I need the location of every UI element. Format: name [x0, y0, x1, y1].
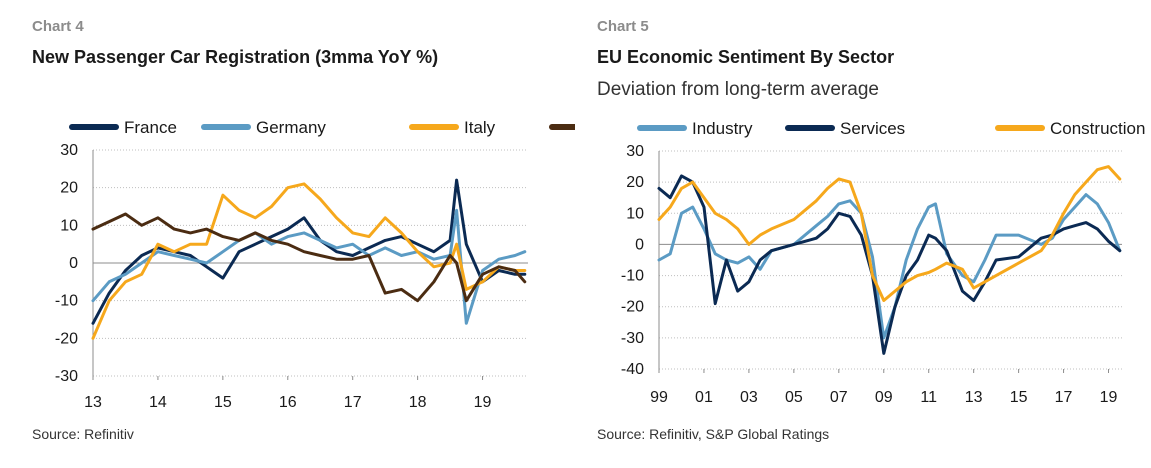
- chart4-title: New Passenger Car Registration (3mma YoY…: [32, 47, 439, 67]
- chart5-panel: Chart 5 EU Economic Sentiment By Sector …: [575, 0, 1151, 468]
- legend-label-construction: Construction: [1050, 119, 1145, 138]
- y-tick-label: -30: [55, 368, 78, 385]
- y-tick-label: -30: [621, 330, 644, 347]
- legend-label-france: France: [124, 118, 177, 137]
- y-tick-label: -20: [55, 330, 78, 347]
- chart5-label: Chart 5: [597, 18, 649, 35]
- y-tick-label: 20: [60, 180, 78, 197]
- y-tick-label: 0: [69, 255, 78, 272]
- x-tick-label: 99: [650, 389, 668, 406]
- chart4-source: Source: Refinitiv: [32, 426, 134, 442]
- chart4-plot: 30 20 10 0 -10 -20 -30 13 14 15 16 17 18 19 France Germ…: [55, 118, 575, 411]
- x-tick-label: 13: [84, 394, 102, 411]
- legend-label-services: Services: [840, 119, 905, 138]
- chart5-title: EU Economic Sentiment By Sector: [597, 47, 895, 67]
- series-line-uk: [91, 212, 527, 303]
- x-tick-label: 15: [1010, 389, 1028, 406]
- y-tick-label: 10: [626, 205, 644, 222]
- legend-label-germany: Germany: [256, 118, 326, 137]
- x-tick-label: 13: [965, 389, 983, 406]
- y-tick-label: -20: [621, 299, 644, 316]
- legend-label-italy: Italy: [464, 118, 496, 137]
- x-tick-label: 18: [409, 394, 427, 411]
- x-tick-label: 03: [740, 389, 758, 406]
- y-tick-label: -10: [621, 268, 644, 285]
- x-tick-label: 09: [875, 389, 893, 406]
- x-tick-label: 17: [1055, 389, 1073, 406]
- series-line-germany: [91, 208, 527, 325]
- x-tick-label: 07: [830, 389, 848, 406]
- x-tick-label: 19: [474, 394, 492, 411]
- y-tick-label: 30: [626, 143, 644, 160]
- x-tick-label: 05: [785, 389, 803, 406]
- y-tick-label: 0: [635, 236, 644, 253]
- y-tick-label: 30: [60, 142, 78, 159]
- legend-label-industry: Industry: [692, 119, 753, 138]
- y-tick-label: 20: [626, 174, 644, 191]
- chart4-label: Chart 4: [32, 18, 84, 35]
- chart5-subtitle: Deviation from long-term average: [597, 79, 879, 100]
- y-tick-label: -40: [621, 361, 644, 378]
- chart4-panel: Chart 4 New Passenger Car Registration (…: [0, 0, 575, 468]
- x-tick-label: 16: [279, 394, 297, 411]
- chart5-source: Source: Refinitiv, S&P Global Ratings: [597, 426, 830, 442]
- x-tick-label: 14: [149, 394, 167, 411]
- y-tick-label: 10: [60, 217, 78, 234]
- x-tick-label: 19: [1100, 389, 1118, 406]
- x-tick-label: 01: [695, 389, 713, 406]
- x-tick-label: 11: [920, 389, 937, 406]
- series-line-italy: [91, 182, 527, 340]
- x-tick-label: 17: [344, 394, 362, 411]
- series-line-services: [657, 174, 1122, 355]
- series-line-construction: [657, 165, 1122, 302]
- y-tick-label: -10: [55, 293, 78, 310]
- x-tick-label: 15: [214, 394, 232, 411]
- chart5-plot: 30 20 10 0 -10 -20 -30 -40 99 01 03 05 07 09 11 13 15 17 1…: [621, 119, 1146, 406]
